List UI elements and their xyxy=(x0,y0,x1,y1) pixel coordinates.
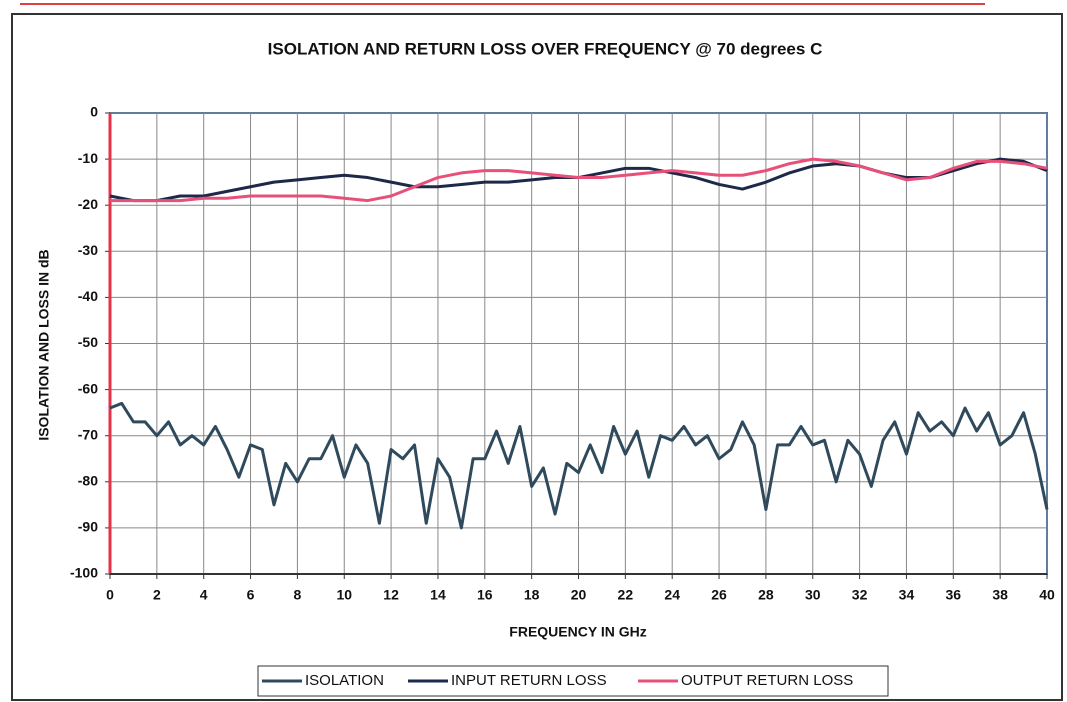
x-tick-label: 16 xyxy=(477,587,493,603)
y-tick-label: -70 xyxy=(78,426,98,442)
x-tick-label: 18 xyxy=(524,587,540,603)
x-tick-label: 32 xyxy=(852,587,868,603)
legend-box xyxy=(257,665,889,697)
x-tick-label: 4 xyxy=(200,587,208,603)
x-tick-label: 36 xyxy=(946,587,962,603)
chart-frame xyxy=(11,13,1063,701)
x-tick-label: 26 xyxy=(711,587,727,603)
x-tick-label: 6 xyxy=(247,587,255,603)
y-tick-label: -100 xyxy=(70,565,98,581)
x-axis-label: FREQUENCY IN GHz xyxy=(509,624,646,640)
y-tick-label: 0 xyxy=(90,104,98,120)
x-tick-label: 22 xyxy=(618,587,634,603)
x-tick-label: 30 xyxy=(805,587,821,603)
x-tick-label: 14 xyxy=(430,587,446,603)
y-tick-label: -20 xyxy=(78,196,98,212)
x-tick-label: 12 xyxy=(383,587,399,603)
x-tick-label: 34 xyxy=(899,587,915,603)
x-tick-label: 40 xyxy=(1039,587,1055,603)
series-line xyxy=(110,157,1048,203)
series-line xyxy=(109,401,1049,530)
x-tick-label: 10 xyxy=(336,587,352,603)
legend-label: OUTPUT RETURN LOSS xyxy=(681,672,853,689)
y-tick-label: -50 xyxy=(78,334,98,350)
y-tick-label: -80 xyxy=(78,473,98,489)
y-axis-label: ISOLATION AND LOSS IN dB xyxy=(36,249,52,440)
chart-title: ISOLATION AND RETURN LOSS OVER FREQUENCY… xyxy=(268,39,823,58)
legend-label: ISOLATION xyxy=(305,672,384,689)
x-tick-label: 24 xyxy=(664,587,680,603)
y-tick-label: -90 xyxy=(78,519,98,535)
x-tick-label: 28 xyxy=(758,587,774,603)
x-tick-label: 8 xyxy=(294,587,302,603)
y-tick-label: -10 xyxy=(78,150,98,166)
y-tick-label: -40 xyxy=(78,288,98,304)
x-tick-label: 2 xyxy=(153,587,161,603)
x-tick-label: 38 xyxy=(992,587,1008,603)
legend-label: INPUT RETURN LOSS xyxy=(451,672,607,689)
y-tick-label: -60 xyxy=(78,380,98,396)
x-tick-label: 20 xyxy=(571,587,587,603)
x-tick-label: 0 xyxy=(106,587,114,603)
y-tick-label: -30 xyxy=(78,242,98,258)
